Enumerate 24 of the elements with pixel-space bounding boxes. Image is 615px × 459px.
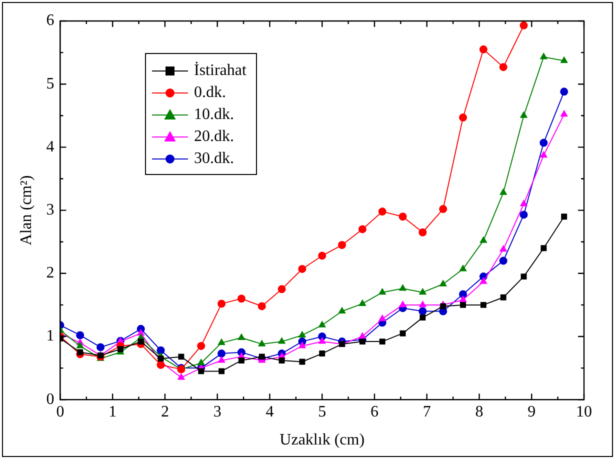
legend-label: 30.dk. xyxy=(194,149,234,169)
y-tick-label: 0 xyxy=(46,390,54,408)
x-tick-label: 5 xyxy=(318,403,326,420)
y-tick-label: 4 xyxy=(46,138,54,156)
y-tick-label: 3 xyxy=(46,202,54,219)
x-tick-label: 6 xyxy=(370,403,378,420)
y-axis-title: Alan (cm²) xyxy=(18,175,35,246)
legend-label: 20.dk. xyxy=(194,127,234,147)
x-tick-label: 3 xyxy=(213,403,222,420)
x-tick-label: 7 xyxy=(422,403,431,420)
x-tick-label: 1 xyxy=(108,403,117,420)
y-tick-label: 5 xyxy=(46,75,54,92)
legend-label: 0.dk. xyxy=(194,83,226,103)
x-tick-label: 4 xyxy=(266,403,274,420)
legend-label: 10.dk. xyxy=(194,105,234,125)
legend-label: İstirahat xyxy=(194,60,246,81)
x-tick-label: 10 xyxy=(576,403,592,420)
x-tick-label: 9 xyxy=(528,403,536,420)
y-tick-label: 2 xyxy=(46,264,54,282)
y-tick-label: 6 xyxy=(46,12,54,30)
y-tick-label: 1 xyxy=(46,328,54,345)
x-tick-label: 8 xyxy=(475,403,484,420)
x-tick-label: 2 xyxy=(160,403,169,420)
x-axis-title: Uzaklık (cm) xyxy=(280,432,365,449)
